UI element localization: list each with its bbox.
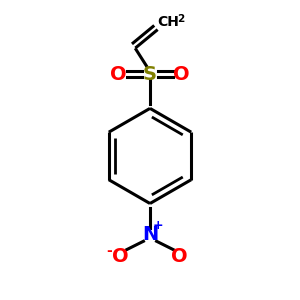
Text: +: + [153,219,164,232]
Text: O: O [171,247,188,266]
Text: -: - [106,244,112,258]
Text: CH: CH [158,15,179,29]
Text: S: S [143,65,157,84]
Text: 2: 2 [177,14,184,24]
Text: O: O [110,65,127,84]
Text: O: O [112,247,129,266]
Text: N: N [142,225,158,244]
Text: O: O [173,65,190,84]
